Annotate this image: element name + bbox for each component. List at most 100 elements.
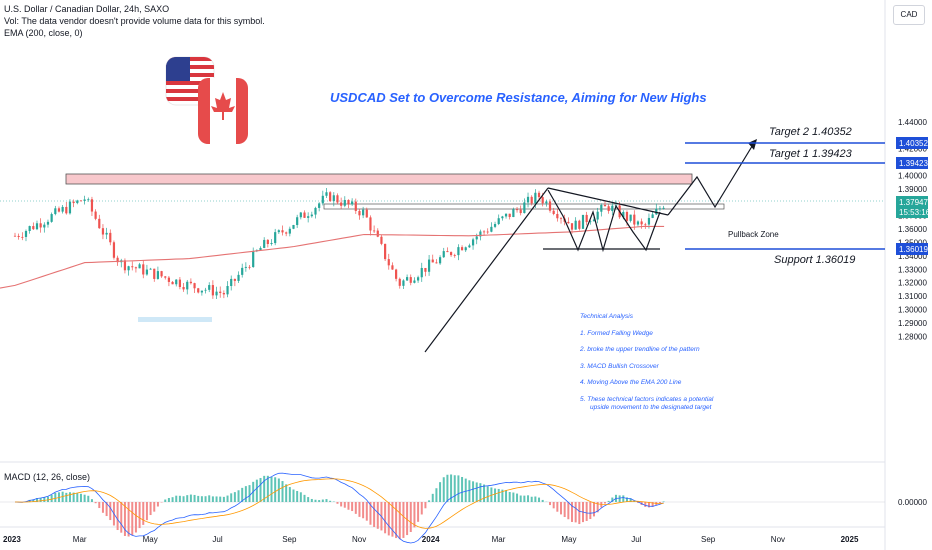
candle xyxy=(116,255,119,266)
candle xyxy=(149,267,152,270)
candle xyxy=(471,237,475,250)
wedge-pattern xyxy=(424,142,755,353)
macd-histogram-bar xyxy=(189,494,192,502)
macd-histogram-bar xyxy=(310,498,313,502)
candle xyxy=(197,287,200,294)
macd-histogram-bar xyxy=(424,502,427,509)
macd-histogram-bar xyxy=(365,502,368,521)
macd-histogram-bar xyxy=(563,502,566,518)
candle xyxy=(50,212,53,223)
macd-histogram-bar xyxy=(358,502,361,517)
macd-histogram-bar xyxy=(461,476,464,502)
macd-histogram-bar xyxy=(68,492,71,502)
macd-histogram-bar xyxy=(611,497,614,502)
currency-button[interactable]: CAD xyxy=(893,5,925,25)
macd-histogram-bar xyxy=(167,497,170,502)
analysis-item: 5. These technical factors indicates a p… xyxy=(580,395,714,403)
macd-line xyxy=(14,472,664,544)
candle xyxy=(175,279,178,287)
macd-histogram-bar xyxy=(618,495,621,502)
candle xyxy=(515,206,519,213)
candle xyxy=(332,192,335,207)
time-tick-label: Nov xyxy=(352,535,366,544)
candle xyxy=(310,211,313,218)
macd-histogram-bar xyxy=(65,492,68,502)
macd-histogram-bar xyxy=(171,497,174,502)
macd-histogram-bar xyxy=(464,478,467,502)
candle xyxy=(406,274,409,281)
candle xyxy=(222,290,225,299)
macd-histogram-bar xyxy=(585,502,588,521)
macd-histogram-bar xyxy=(497,488,500,502)
candles xyxy=(13,187,665,300)
macd-histogram-bar xyxy=(259,478,262,502)
macd-histogram-bar xyxy=(244,486,247,502)
candle xyxy=(101,224,105,240)
candle xyxy=(449,251,453,257)
support-label: Support 1.36019 xyxy=(774,254,856,266)
support-price-tag xyxy=(896,243,928,255)
candle xyxy=(296,214,299,228)
price-axis[interactable]: 1.440001.420001.400001.390001.370001.360… xyxy=(898,118,927,341)
target2-price-text: 1.40352 xyxy=(899,139,928,148)
macd-histogram-bar xyxy=(116,502,119,531)
projection-path xyxy=(667,142,755,216)
candle xyxy=(252,247,255,268)
candle xyxy=(131,261,134,271)
time-tick-label: May xyxy=(143,535,158,544)
macd-histogram-bar xyxy=(32,499,35,502)
candle xyxy=(402,279,405,289)
macd-histogram-bar xyxy=(98,502,101,509)
macd-histogram-bar xyxy=(567,502,570,520)
candle xyxy=(94,209,97,221)
wedge-upper-line xyxy=(547,187,669,216)
candle xyxy=(380,234,383,246)
price-tick-label: 1.28000 xyxy=(898,332,927,341)
candle xyxy=(182,282,185,292)
macd-histogram-bar xyxy=(230,493,233,502)
candle xyxy=(35,220,39,231)
macd-histogram-bar xyxy=(237,490,240,502)
macd-histogram-bar xyxy=(204,496,207,502)
candle xyxy=(219,286,222,298)
macd-histogram-bar xyxy=(193,494,196,502)
candle xyxy=(204,287,207,294)
candle xyxy=(369,215,372,236)
macd-signal-line xyxy=(15,478,664,529)
macd-histogram-bar xyxy=(277,478,280,502)
candle xyxy=(299,211,302,220)
candle xyxy=(340,197,343,210)
price-tick-label: 1.30000 xyxy=(898,306,927,315)
ema-200-line xyxy=(0,225,665,289)
macd-histogram-bar xyxy=(208,495,211,502)
macd-histogram-bar xyxy=(420,502,423,515)
candle xyxy=(87,197,90,202)
candle xyxy=(427,255,431,276)
candle xyxy=(142,260,145,279)
candle xyxy=(83,195,86,205)
candle xyxy=(662,205,665,210)
candle xyxy=(373,225,376,233)
macd-histogram-bar xyxy=(94,502,97,504)
macd-histogram-bar xyxy=(446,474,449,502)
macd-histogram-bar xyxy=(215,496,218,502)
candle xyxy=(468,243,471,248)
candle xyxy=(435,259,438,264)
macd-histogram-bar xyxy=(219,496,222,502)
macd-histogram-bar xyxy=(435,488,438,502)
candle xyxy=(39,218,42,233)
macd-histogram-bar xyxy=(384,502,387,534)
candle xyxy=(548,199,552,213)
candle xyxy=(438,255,442,265)
candle xyxy=(504,213,508,219)
macd-histogram-bar xyxy=(200,496,203,502)
macd-histogram-bar xyxy=(534,496,537,502)
macd-histogram-bar xyxy=(241,487,244,502)
analysis-item: 2. broke the upper trendline of the patt… xyxy=(580,346,700,353)
candle xyxy=(127,265,130,276)
time-axis[interactable]: 2023 Mar May Jul Sep Nov 2024 Mar May Jul Sep Nov 20… xyxy=(3,535,859,544)
macd-histogram-bar xyxy=(362,502,365,519)
candle xyxy=(446,247,449,253)
macd-histogram-bar xyxy=(303,494,306,502)
